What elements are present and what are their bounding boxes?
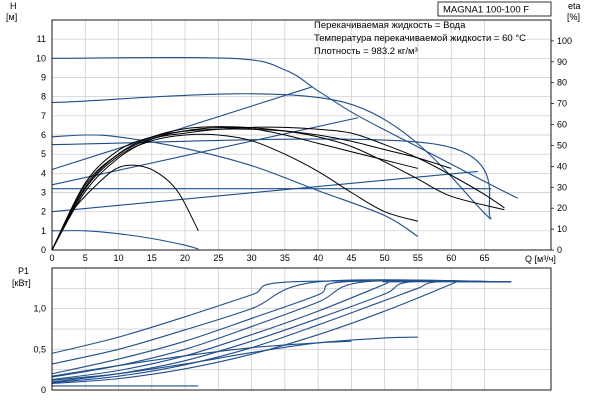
y-tick-label: 10 (36, 53, 46, 63)
power-curve-1 (51, 279, 512, 365)
head-chart-curves (51, 56, 518, 251)
y-tick-label: 3 (41, 188, 46, 198)
head-curve-4 (51, 134, 419, 238)
y-tick-label: 4 (41, 168, 46, 178)
head-curve-1 (51, 93, 492, 220)
head-curve-8 (51, 170, 478, 213)
p1-tick-label: 0,5 (33, 344, 46, 354)
x-tick-label: 55 (413, 253, 423, 263)
y-axis-unit-H: [м] (6, 12, 17, 22)
y2-axis-label-eta: eta (568, 1, 581, 11)
efficiency-curve-0 (51, 127, 419, 251)
power-curve-9 (51, 340, 352, 377)
efficiency-curve-1 (51, 126, 452, 251)
y-tick-label: 7 (41, 111, 46, 121)
head-plot-frame (51, 19, 552, 251)
y2-tick-label: 80 (557, 78, 567, 88)
head-curve-0 (51, 56, 518, 199)
power-chart-grid (51, 267, 551, 391)
chart-title: MAGNA1 100-100 F (443, 5, 529, 16)
y-tick-label: 0 (41, 245, 46, 255)
power-plot-frame (51, 267, 552, 391)
power-curve-4 (51, 280, 512, 380)
y2-tick-label: 40 (557, 161, 567, 171)
power-curve-7 (51, 280, 512, 385)
head-curve-12 (51, 126, 505, 251)
x-tick-label: 20 (180, 253, 190, 263)
y2-axis-unit-eta: [%] (567, 12, 580, 22)
x-tick-label: 30 (247, 253, 257, 263)
x-tick-label: 0 (49, 253, 54, 263)
y2-tick-label: 100 (557, 36, 572, 46)
p1-tick-label: 0 (41, 385, 46, 395)
y2-tick-label: 10 (557, 224, 567, 234)
x-tick-label: 25 (213, 253, 223, 263)
power-curve-8 (51, 336, 418, 381)
x-tick-label: 60 (446, 253, 456, 263)
plot-frames (51, 19, 552, 391)
head-curve-11 (51, 128, 505, 251)
head-curve-7 (51, 117, 359, 186)
y-tick-label: 5 (41, 149, 46, 159)
power-curve-6 (51, 280, 512, 384)
y-tick-label: 8 (41, 92, 46, 102)
y-tick-label: 9 (41, 73, 46, 83)
y-axis-label-P1: P1 (18, 266, 29, 276)
power-curve-5 (51, 280, 512, 383)
x-tick-label: 5 (83, 253, 88, 263)
y-tick-label: 2 (41, 207, 46, 217)
y-tick-label: 6 (41, 130, 46, 140)
y-axis-label-H: H (10, 1, 17, 11)
x-tick-label: 50 (380, 253, 390, 263)
x-tick-label: 65 (479, 253, 489, 263)
tick-labels: 0 5 10 15 20 25 30 35 40 45 50 55 60 6501234567891011… (33, 34, 572, 395)
head-chart-grid (51, 20, 551, 251)
power-curve-2 (51, 280, 512, 375)
y-tick-label: 11 (37, 34, 46, 44)
annotation-fluid: Перекачиваемая жидкость = Вода (314, 20, 466, 31)
x-tick-label: 40 (313, 253, 323, 263)
head-curve-5 (51, 230, 199, 250)
x-tick-label: 35 (280, 253, 290, 263)
y2-tick-label: 60 (557, 120, 567, 130)
title-box (437, 1, 552, 17)
p1-tick-label: 1,0 (33, 304, 46, 314)
y-axis-unit-P1: [кВт] (12, 278, 31, 288)
y2-tick-label: 50 (557, 140, 567, 150)
head-curve-6 (51, 86, 312, 171)
power-chart-curves (51, 279, 512, 387)
x-axis-label-Q: Q [м³/ч] (525, 254, 556, 264)
y2-tick-label: 30 (557, 182, 567, 192)
x-tick-label: 15 (147, 253, 157, 263)
y2-tick-label: 70 (557, 99, 567, 109)
x-tick-label: 10 (114, 253, 124, 263)
y2-tick-label: 90 (557, 57, 567, 67)
head-curve-10 (51, 133, 419, 251)
y2-tick-label: 0 (557, 245, 562, 255)
annotation-density: Плотность = 983.2 кг/м³ (314, 46, 418, 57)
x-tick-label: 45 (346, 253, 356, 263)
y-tick-label: 1 (41, 226, 46, 236)
y2-tick-label: 20 (557, 203, 567, 213)
annotation-temperature: Температура перекачиваемой жидкости = 60… (314, 33, 526, 44)
